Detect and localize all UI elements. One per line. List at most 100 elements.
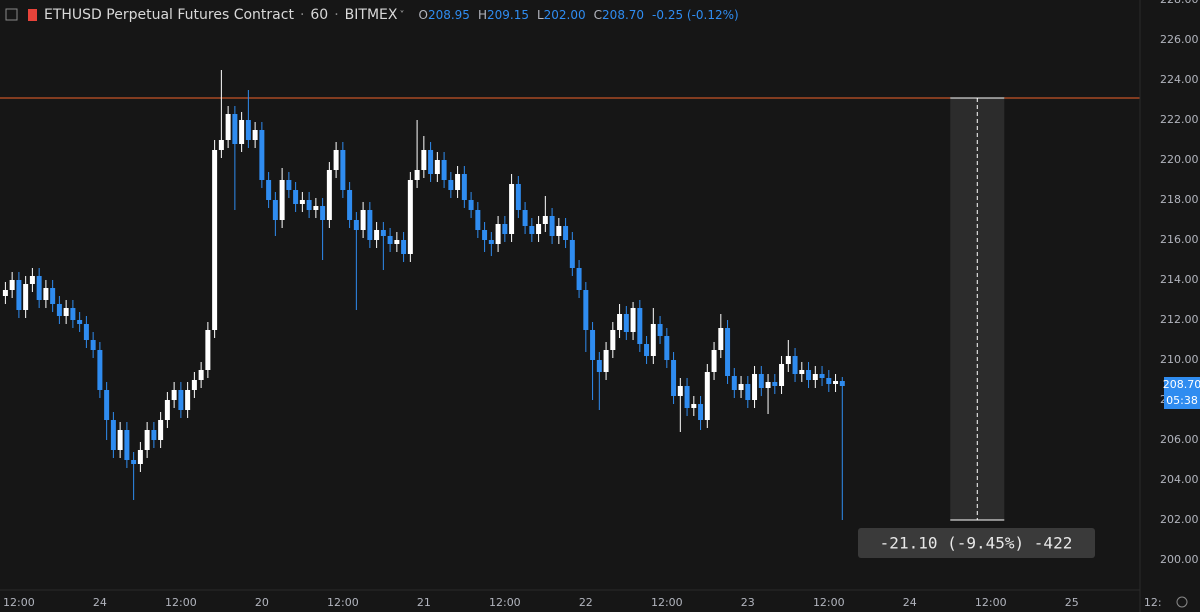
- candle-body: [711, 350, 717, 372]
- candle-body: [623, 314, 629, 332]
- candle-body: [745, 384, 751, 400]
- candle-body: [515, 184, 521, 210]
- candle-body: [171, 390, 177, 400]
- candle-body: [9, 280, 15, 290]
- candle-body: [2, 290, 8, 296]
- candle-body: [90, 340, 96, 350]
- y-tick-label: 202.00: [1160, 513, 1199, 526]
- candle-body: [563, 226, 569, 240]
- y-tick-label: 224.00: [1160, 73, 1199, 86]
- symbol: ETHUSD Perpetual Futures Contract: [44, 7, 294, 23]
- x-tick-label: 12:00: [3, 596, 35, 609]
- candle-body: [137, 450, 143, 464]
- candle-body: [380, 230, 386, 236]
- candle-body: [556, 226, 562, 236]
- candle-body: [664, 336, 670, 360]
- x-tick-label: 21: [417, 596, 431, 609]
- collapse-icon[interactable]: [5, 8, 18, 21]
- candle-body: [36, 276, 42, 300]
- y-tick-label: 218.00: [1160, 193, 1199, 206]
- change: -0.25 (-0.12%): [652, 8, 739, 22]
- candle-body: [590, 330, 596, 360]
- last-price-box: [1164, 377, 1200, 409]
- candle-body: [340, 150, 346, 190]
- candle-body: [468, 200, 474, 210]
- ohlc-value: 209.15: [487, 8, 529, 22]
- candle-body: [266, 180, 272, 200]
- candle-body: [198, 370, 204, 380]
- candle-body: [698, 404, 704, 420]
- candle-body: [158, 420, 164, 440]
- candle-body: [286, 180, 292, 190]
- y-tick-label: 204.00: [1160, 473, 1199, 486]
- candle-body: [333, 150, 339, 170]
- candle-body: [360, 210, 366, 230]
- y-tick-label: 226.00: [1160, 33, 1199, 46]
- candle-body: [272, 200, 278, 220]
- candle-body: [704, 372, 710, 420]
- candle-body: [421, 150, 427, 170]
- candle-body: [752, 374, 758, 400]
- candle-body: [779, 364, 785, 386]
- candle-body: [542, 216, 548, 224]
- candle-body: [725, 328, 731, 376]
- candle-body: [387, 236, 393, 244]
- interval: 60: [310, 7, 328, 23]
- settings-icon[interactable]: [1176, 596, 1188, 608]
- candle-body: [630, 308, 636, 332]
- candle-body: [691, 404, 697, 408]
- ohlc-value: 208.70: [602, 8, 644, 22]
- candle-body: [617, 314, 623, 330]
- measure-label-box: [858, 528, 1095, 558]
- y-tick-label: 214.00: [1160, 273, 1199, 286]
- candle-body: [218, 140, 224, 150]
- candle-body: [124, 430, 130, 460]
- candle-body: [718, 328, 724, 350]
- candle-body: [347, 190, 353, 220]
- ohlc-key: O: [418, 8, 427, 22]
- candle-body: [644, 344, 650, 356]
- ohlc-key: C: [594, 8, 602, 22]
- candle-body: [434, 160, 440, 174]
- ohlc-value: 208.95: [428, 8, 470, 22]
- y-tick-label: 222.00: [1160, 113, 1199, 126]
- candle-body: [16, 280, 22, 310]
- candle-body: [549, 216, 555, 236]
- candle-body: [428, 150, 434, 174]
- candle-body: [77, 320, 83, 324]
- candle-body: [833, 381, 839, 384]
- candle-body: [738, 384, 744, 390]
- candle-body: [684, 386, 690, 408]
- candle-body: [29, 276, 35, 284]
- candle-body: [104, 390, 110, 420]
- candle-body: [455, 174, 461, 190]
- candle-body: [461, 174, 467, 200]
- candle-body: [252, 130, 258, 140]
- candle-body: [441, 160, 447, 180]
- header: ETHUSD Perpetual Futures Contract · 60 · BIT…: [44, 7, 739, 23]
- candle-body: [293, 190, 299, 204]
- candle-body: [583, 290, 589, 330]
- x-tick-label: 12:00: [327, 596, 359, 609]
- candle-body: [603, 350, 609, 372]
- x-tick-label: 23: [741, 596, 755, 609]
- candle-body: [353, 220, 359, 230]
- x-tick-label: 12:00: [975, 596, 1007, 609]
- candle-body: [63, 308, 69, 316]
- candle-body: [185, 390, 191, 410]
- candle-body: [569, 240, 575, 268]
- candle-body: [806, 370, 812, 380]
- candle-body: [475, 210, 481, 230]
- candle-body: [151, 430, 157, 440]
- candle-body: [731, 376, 737, 390]
- y-tick-label: 212.00: [1160, 313, 1199, 326]
- candle-body: [401, 240, 407, 254]
- last-price-label: 208.70: [1163, 378, 1200, 391]
- candle-body: [191, 380, 197, 390]
- candle-body: [50, 288, 56, 304]
- candle-body: [502, 224, 508, 234]
- candle-body: [657, 324, 663, 336]
- x-tick-label: 25: [1065, 596, 1079, 609]
